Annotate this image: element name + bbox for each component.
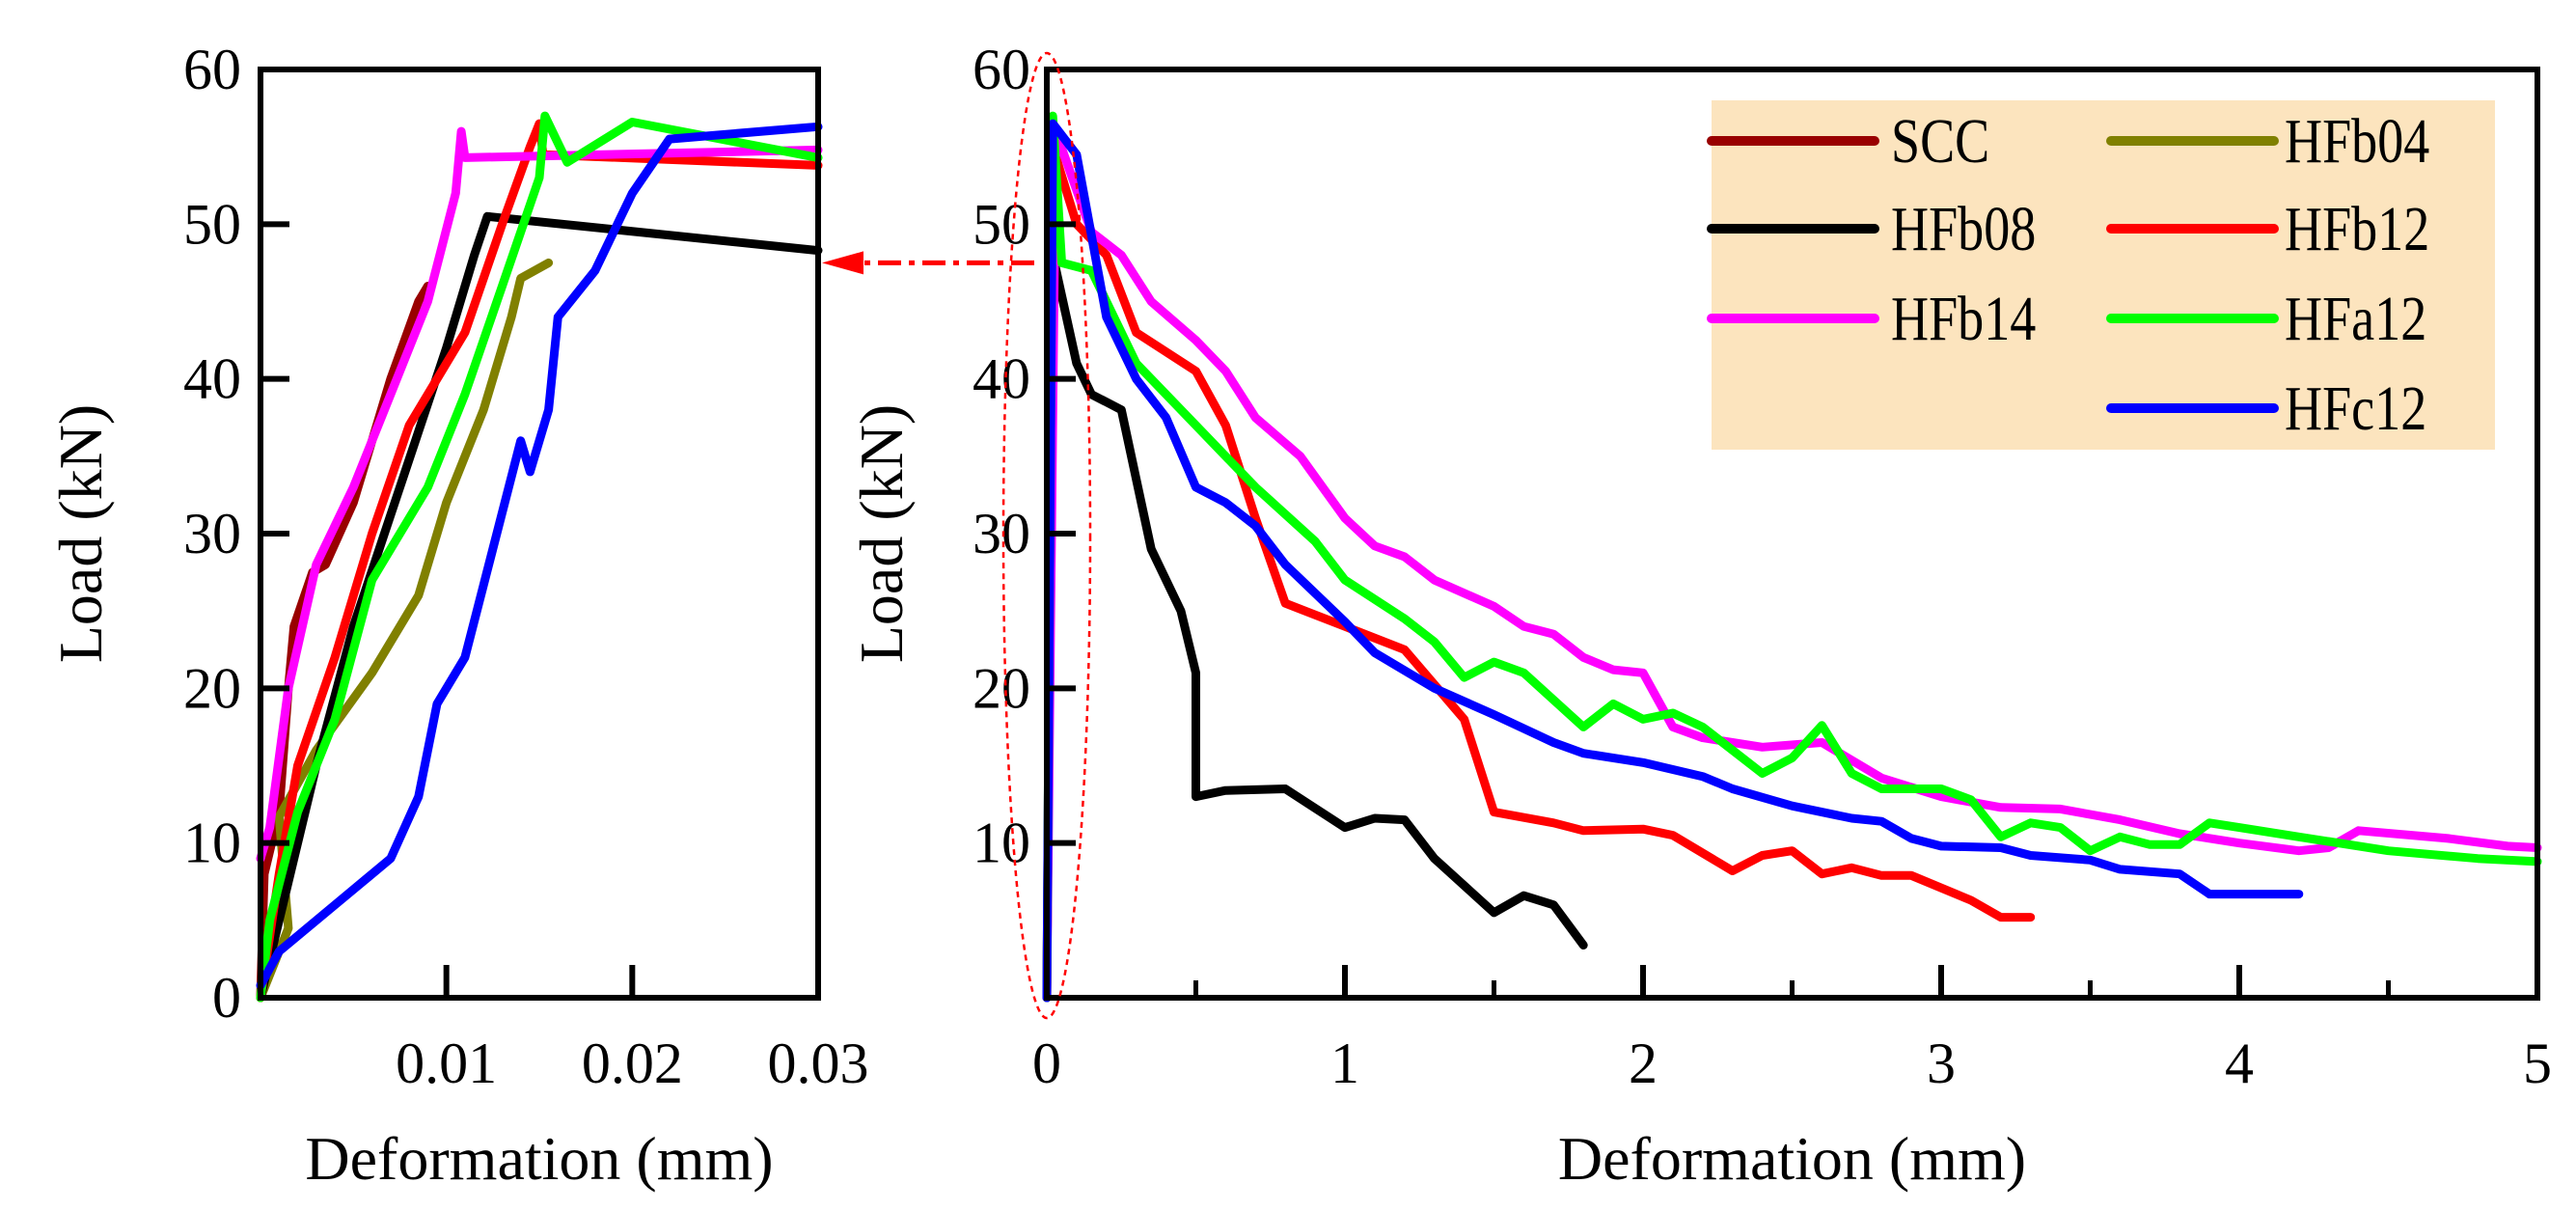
- x-tick-label: 2: [1629, 1032, 1658, 1095]
- x-tick-label: 5: [2523, 1032, 2552, 1095]
- x-tick-label: 4: [2225, 1032, 2254, 1095]
- series-line-hfc12: [256, 122, 823, 990]
- y-tick-label: 10: [973, 812, 1030, 875]
- x-tick-label: 0.01: [396, 1032, 497, 1095]
- y-tick-label: 30: [973, 502, 1030, 565]
- y-tick-label: 0: [212, 966, 241, 1030]
- y-tick-label: 30: [183, 502, 241, 565]
- series-line-hfa12: [1042, 111, 2542, 1003]
- x-tick-label: 0.03: [768, 1032, 869, 1095]
- series-line-hfb08: [256, 211, 823, 1003]
- x-tick-label: 0.02: [582, 1032, 683, 1095]
- x-axis-title: Deformation (mm): [305, 1124, 773, 1193]
- zoom-annotation: [822, 51, 1092, 1020]
- legend-label-hfb04: HFb04: [2285, 106, 2429, 177]
- legend-label-hfb14: HFb14: [1891, 284, 2036, 354]
- series-line-hfc12: [1042, 119, 2304, 1003]
- legend-label-hfa12: HFa12: [2285, 284, 2426, 354]
- y-tick-label: 10: [183, 812, 241, 875]
- legend-label-hfc12: HFc12: [2285, 373, 2426, 444]
- y-axis-title: Load (kN): [847, 404, 916, 663]
- series-line-hfb08: [1042, 250, 1588, 1003]
- legend-label-scc: SCC: [1891, 106, 1989, 177]
- left-panel-zoomed: 0 10 20 30 40 50 60 0.01 0.02 0.03 Deformation (mm…: [46, 38, 869, 1193]
- x-tick-label: 3: [1927, 1032, 1956, 1095]
- x-tick-label: 1: [1330, 1032, 1359, 1095]
- legend: SCC HFb04 HFb08 HFb12 HFb14 HFa12 HFc12: [1707, 100, 2495, 450]
- right-panel-full: 10 20 30 40 50 60 0 1 2 3 4 5 Deformation (mm) Load (…: [847, 38, 2552, 1193]
- y-tick-label: 50: [973, 192, 1030, 256]
- series-line-hfb12: [1042, 142, 2036, 1003]
- y-tick-label: 60: [973, 38, 1030, 101]
- y-tick-label: 20: [973, 656, 1030, 720]
- y-tick-label: 60: [183, 38, 241, 101]
- y-tick-label: 40: [183, 347, 241, 411]
- x-tick-label: 0: [1032, 1032, 1061, 1095]
- legend-background: [1712, 100, 2495, 450]
- legend-label-hfb08: HFb08: [1891, 194, 2036, 264]
- series-line-hfb14: [256, 126, 823, 864]
- series-line-hfb12: [256, 119, 823, 1003]
- y-tick-label: 50: [183, 192, 241, 256]
- y-axis-title: Load (kN): [46, 404, 115, 663]
- legend-label-hfb12: HFb12: [2285, 194, 2429, 264]
- x-axis-title: Deformation (mm): [1558, 1124, 2026, 1193]
- series-line-hfb14: [1042, 126, 2542, 1003]
- arrow-head-icon: [822, 251, 863, 275]
- y-tick-label: 20: [183, 656, 241, 720]
- series-line-hfa12: [256, 111, 823, 1003]
- dashed-ellipse: [1001, 51, 1092, 1020]
- y-tick-label: 40: [973, 347, 1030, 411]
